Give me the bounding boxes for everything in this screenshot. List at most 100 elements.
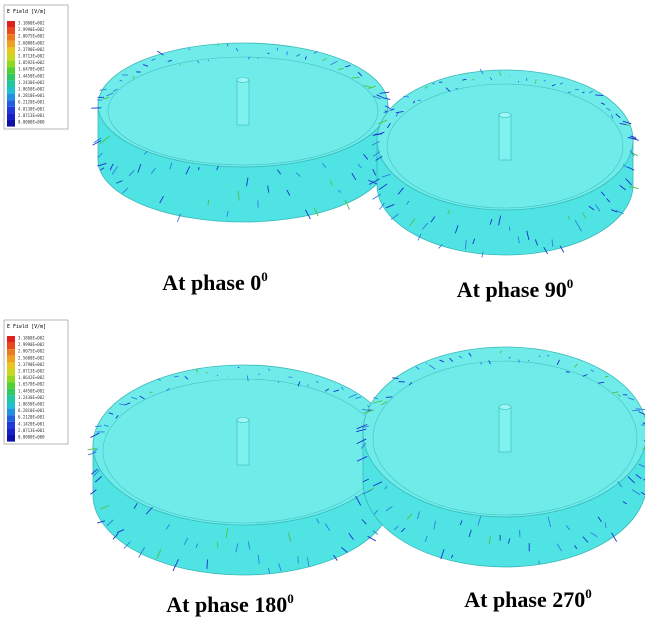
legend-level: 4.1420E+001	[18, 421, 45, 426]
disc	[88, 365, 398, 575]
legend-level: 2.9990E+002	[18, 27, 45, 32]
legend-swatch	[7, 336, 15, 343]
legend: E Field [V/m] 3.1800E+0022.9990E+002 2.807…	[4, 5, 68, 129]
legend-swatch	[7, 389, 15, 396]
legend-level: 1.8642E+002	[18, 375, 45, 380]
disc-group	[88, 43, 645, 575]
legend-swatch	[7, 343, 15, 350]
caption: At phase 2700	[464, 586, 592, 612]
legend-level: 2.9990E+002	[18, 342, 45, 347]
legend-level: 8.2810E+001	[18, 408, 45, 413]
legend-swatch	[7, 376, 15, 383]
legend-level: 2.0713E+002	[18, 369, 45, 374]
legend-swatch	[7, 402, 15, 409]
caption-sup: 0	[585, 586, 592, 601]
legend-swatch	[7, 362, 15, 369]
legend-swatch	[7, 356, 15, 363]
legend-level: 2.0713E+001	[18, 113, 45, 118]
legend-level: 0.0000E+000	[18, 435, 45, 440]
legend-level: 1.0650E+002	[18, 87, 45, 92]
legend-swatch	[7, 80, 15, 87]
caption-text: At phase 90	[457, 277, 567, 302]
legend-swatch	[7, 395, 15, 402]
legend-swatch	[7, 67, 15, 74]
caption: At phase 1800	[166, 591, 294, 617]
legend-level: 1.0650E+002	[18, 402, 45, 407]
legend-swatch	[7, 47, 15, 54]
field-arrow	[456, 89, 458, 90]
legend-swatch	[7, 21, 15, 28]
legend-level: 2.5600E+002	[18, 355, 45, 360]
legend-swatch	[7, 349, 15, 356]
field-arrow	[208, 200, 209, 205]
pin-top	[499, 405, 511, 410]
legend-level: 6.2120E+001	[18, 415, 45, 420]
legend-swatch	[7, 54, 15, 61]
field-arrow	[632, 410, 640, 411]
legend-swatch	[7, 28, 15, 35]
caption-sup: 0	[287, 591, 294, 606]
legend-level: 1.6570E+002	[18, 382, 45, 387]
caption-sup: 0	[567, 276, 574, 291]
legend-swatch	[7, 41, 15, 48]
legend-swatch	[7, 113, 15, 120]
legend-level: 2.6000E+002	[18, 40, 45, 45]
field-arrow	[481, 362, 482, 365]
legend-swatch	[7, 100, 15, 107]
figure: E Field [V/m]3.1800E+0022.9990E+0022.807…	[0, 0, 645, 619]
legend-level: 2.8075E+002	[18, 349, 45, 354]
pin-top	[499, 113, 511, 118]
field-arrow	[352, 77, 360, 78]
disc	[91, 43, 394, 222]
field-arrow	[199, 167, 200, 170]
legend-swatch	[7, 422, 15, 429]
field-arrow	[392, 378, 398, 379]
legend-level: 1.8592E+002	[18, 60, 45, 65]
legend-level: 2.3790E+002	[18, 47, 45, 52]
field-arrow	[595, 95, 603, 96]
legend-level: 1.4450E+002	[18, 388, 45, 393]
legend-level: 6.2120E+001	[18, 100, 45, 105]
field-arrow	[208, 60, 209, 61]
legend-level: 2.0713E+001	[18, 428, 45, 433]
legend-swatch	[7, 369, 15, 376]
legend-swatch	[7, 94, 15, 101]
caption: At phase 900	[457, 276, 574, 302]
legend-level: 2.0713E+002	[18, 54, 45, 59]
field-arrow	[386, 397, 393, 398]
legend-level: 4.0130E+001	[18, 106, 45, 111]
pin	[237, 80, 249, 125]
disc	[356, 347, 645, 567]
legend-title: E Field [V/m]	[7, 324, 46, 330]
legend-title: E Field [V/m]	[7, 9, 46, 15]
field-arrow	[539, 356, 541, 357]
pin	[237, 420, 249, 465]
legend-level: 8.2810E+001	[18, 93, 45, 98]
pin-top	[237, 78, 249, 83]
legend-level: 2.3790E+002	[18, 362, 45, 367]
caption-text: At phase 270	[464, 587, 585, 612]
pin	[499, 115, 511, 160]
pin-top	[237, 418, 249, 423]
legend-swatch	[7, 409, 15, 416]
caption-text: At phase 180	[166, 592, 287, 617]
legend-level: 3.1800E+002	[18, 21, 45, 26]
legend-swatch	[7, 87, 15, 94]
legend-swatch	[7, 74, 15, 81]
legend-swatch	[7, 120, 15, 127]
caption-sup: 0	[261, 269, 268, 284]
disc	[369, 69, 639, 257]
caption-text: At phase 0	[162, 270, 261, 295]
legend-swatch	[7, 428, 15, 435]
legend: E Field [V/m]3.1800E+0022.9990E+0022.807…	[4, 320, 68, 444]
caption: At phase 00	[162, 269, 268, 295]
field-arrow	[566, 372, 570, 373]
legend-group: E Field [V/m]3.1800E+0022.9990E+0022.807…	[4, 5, 68, 444]
legend-level: 1.4450E+002	[18, 73, 45, 78]
legend-swatch	[7, 61, 15, 68]
legend-swatch	[7, 435, 15, 442]
legend-level: 2.8075E+002	[18, 34, 45, 39]
legend-swatch	[7, 34, 15, 41]
legend-swatch	[7, 107, 15, 114]
legend-level: 1.2430E+002	[18, 80, 45, 85]
